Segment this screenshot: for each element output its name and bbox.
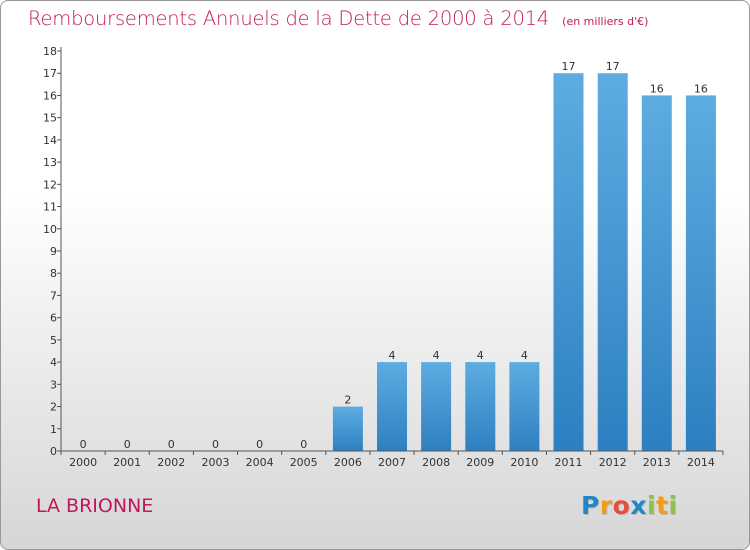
x-tick-label-2005: 2005	[290, 456, 318, 469]
y-tick-label-6: 6	[50, 312, 57, 325]
x-tick-label-2013: 2013	[643, 456, 671, 469]
y-tick-label-14: 14	[43, 134, 57, 147]
data-label-2005: 0	[300, 438, 307, 451]
x-tick-label-2007: 2007	[378, 456, 406, 469]
data-label-2008: 4	[433, 349, 440, 362]
y-tick-label-12: 12	[43, 178, 57, 191]
chart-title: Remboursements Annuels de la Dette de 20…	[28, 7, 550, 30]
chart-subtitle: (en milliers d'€)	[562, 15, 649, 28]
data-label-2009: 4	[477, 349, 484, 362]
y-tick-label-15: 15	[43, 112, 57, 125]
y-tick-label-4: 4	[50, 356, 57, 369]
bars-group	[332, 73, 716, 452]
brand-letter-6: i	[668, 491, 678, 520]
data-label-2004: 0	[256, 438, 263, 451]
y-tick-label-2: 2	[50, 401, 57, 414]
brand-letter-2: o	[612, 491, 631, 520]
data-label-2010: 4	[521, 349, 528, 362]
x-tick-label-2009: 2009	[466, 456, 494, 469]
y-tick-label-11: 11	[43, 201, 57, 214]
data-label-2014: 16	[694, 82, 708, 95]
bar-2014	[685, 95, 716, 452]
x-tick-label-2001: 2001	[113, 456, 141, 469]
bar-2013	[641, 95, 672, 452]
bar-2012	[597, 73, 628, 451]
x-tick-label-2012: 2012	[599, 456, 627, 469]
data-label-2013: 16	[650, 82, 664, 95]
y-tick-label-1: 1	[50, 423, 57, 436]
y-tick-label-5: 5	[50, 334, 57, 347]
axes-group	[57, 47, 724, 455]
y-tick-label-3: 3	[50, 378, 57, 391]
brand-letter-5: t	[656, 491, 669, 520]
chart-title-row: Remboursements Annuels de la Dette de 20…	[28, 7, 648, 30]
brand-letter-3: x	[630, 491, 647, 520]
y-tick-label-10: 10	[43, 223, 57, 236]
x-tick-label-2002: 2002	[157, 456, 185, 469]
x-tick-label-2010: 2010	[510, 456, 538, 469]
data-label-2006: 2	[344, 394, 351, 407]
x-tick-label-2014: 2014	[687, 456, 715, 469]
brand-letter-0: P	[581, 491, 600, 520]
data-label-2012: 17	[606, 60, 620, 73]
brand-letter-1: r	[599, 491, 613, 520]
data-label-2011: 17	[562, 60, 576, 73]
brand-logo: Proxiti	[581, 491, 678, 520]
y-tick-label-9: 9	[50, 245, 57, 258]
x-tick-label-2003: 2003	[202, 456, 230, 469]
y-tick-label-0: 0	[50, 445, 57, 458]
bar-2008	[421, 362, 452, 451]
y-tick-label-7: 7	[50, 289, 57, 302]
brand-letter-4: i	[647, 491, 657, 520]
y-tick-label-8: 8	[50, 267, 57, 280]
y-tick-label-13: 13	[43, 156, 57, 169]
data-label-2000: 0	[80, 438, 87, 451]
commune-name: LA BRIONNE	[36, 495, 154, 517]
bar-2011	[553, 73, 584, 451]
data-label-2001: 0	[124, 438, 131, 451]
x-tick-label-2008: 2008	[422, 456, 450, 469]
y-tick-label-18: 18	[43, 45, 57, 58]
bar-2007	[377, 362, 407, 451]
y-tick-label-16: 16	[43, 89, 57, 102]
y-tick-label-17: 17	[43, 67, 57, 80]
data-label-2007: 4	[389, 349, 396, 362]
x-tick-label-2011: 2011	[555, 456, 583, 469]
data-label-2003: 0	[212, 438, 219, 451]
bar-2006	[332, 406, 363, 451]
data-label-2002: 0	[168, 438, 175, 451]
x-tick-label-2004: 2004	[246, 456, 274, 469]
bar-2010	[509, 362, 540, 451]
x-tick-label-2006: 2006	[334, 456, 362, 469]
bar-2009	[465, 362, 496, 451]
x-tick-label-2000: 2000	[69, 456, 97, 469]
